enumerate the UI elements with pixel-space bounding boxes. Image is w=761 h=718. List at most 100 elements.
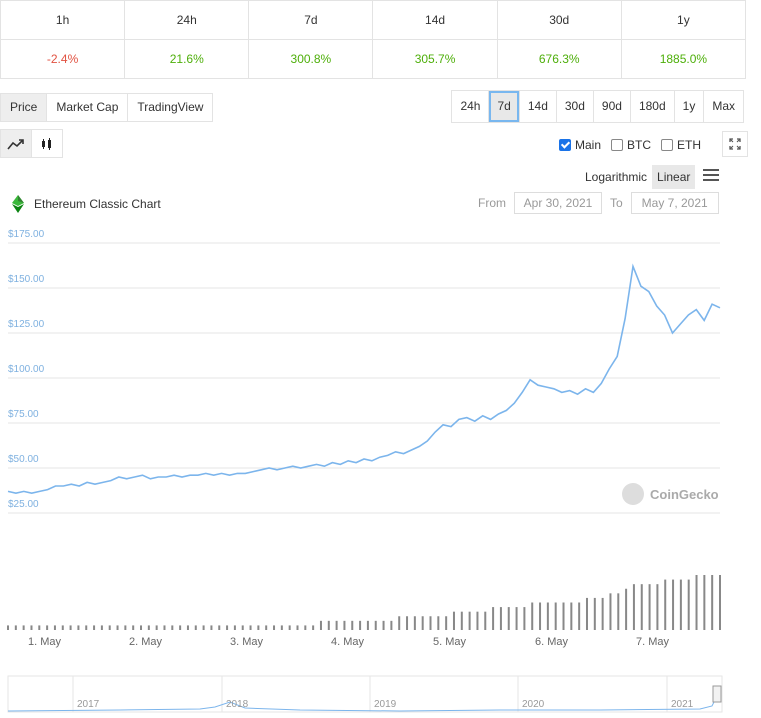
y-tick-label: $150.00 [8, 274, 45, 285]
volume-bar [171, 625, 174, 630]
volume-bar [30, 625, 33, 630]
x-tick-label: 5. May [433, 636, 467, 648]
volume-bar [719, 575, 721, 630]
volume-bar [648, 584, 651, 630]
volume-bar [179, 625, 182, 630]
compare-toggles: Main BTC ETH [559, 138, 701, 152]
volume-bar [429, 616, 432, 630]
x-tick-label: 4. May [331, 636, 365, 648]
linear-button[interactable]: Linear [652, 165, 696, 189]
range-180d[interactable]: 180d [631, 91, 675, 122]
volume-bar [280, 625, 283, 630]
volume-bar [492, 607, 495, 630]
change-header-1y: 1y [620, 0, 747, 40]
from-date-input[interactable]: Apr 30, 2021 [514, 192, 602, 214]
time-range-selector: 24h 7d 14d 30d 90d 180d 1y Max [451, 90, 744, 123]
change-value-14d: 305.7% [372, 39, 498, 79]
tab-market-cap[interactable]: Market Cap [47, 94, 129, 121]
volume-bar [632, 584, 635, 630]
volume-bar [351, 620, 354, 630]
volume-bar [507, 607, 510, 630]
x-tick-label: 7. May [636, 636, 670, 648]
volume-bar [679, 579, 682, 630]
volume-bar [147, 625, 150, 630]
x-tick-label: 3. May [230, 636, 264, 648]
chart-title-text: Ethereum Classic Chart [34, 197, 161, 211]
y-tick-label: $175.00 [8, 229, 45, 240]
volume-bar [398, 616, 401, 630]
volume-bar [531, 602, 534, 630]
volume-bar [61, 625, 64, 630]
range-14d[interactable]: 14d [520, 91, 557, 122]
y-tick-label: $125.00 [8, 319, 45, 330]
volume-bar [257, 625, 260, 630]
volume-bar [672, 579, 675, 630]
range-24h[interactable]: 24h [452, 91, 490, 122]
range-90d[interactable]: 90d [594, 91, 631, 122]
volume-bar [452, 611, 455, 630]
range-1y[interactable]: 1y [675, 91, 705, 122]
range-Max[interactable]: Max [712, 99, 735, 113]
volume-bar [241, 625, 244, 630]
candlestick-icon[interactable] [32, 130, 62, 157]
volume-bar [273, 625, 276, 630]
watermark-text: CoinGecko [650, 486, 719, 502]
price-line [7, 263, 721, 495]
to-label: To [610, 196, 623, 210]
volume-bar [499, 607, 502, 630]
change-value-7d: 300.8% [248, 39, 374, 79]
volume-bar [108, 625, 111, 630]
volume-bar [140, 625, 143, 630]
volume-bar [100, 625, 103, 630]
eth-checkbox[interactable]: ETH [661, 138, 701, 152]
change-value-1h: -2.4% [0, 39, 126, 79]
volume-bar [186, 625, 189, 630]
volume-bar [390, 620, 393, 630]
volume-bar [14, 625, 17, 630]
volume-bar [687, 579, 690, 630]
volume-bar [38, 625, 41, 630]
volume-bar [656, 584, 659, 630]
volume-bar [484, 611, 487, 630]
date-range: From Apr 30, 2021 To May 7, 2021 [478, 192, 719, 214]
main-checkbox[interactable]: Main [559, 138, 601, 152]
volume-bar [515, 607, 518, 630]
tab-price[interactable]: Price [1, 94, 48, 121]
hamburger-menu-icon[interactable] [703, 169, 719, 184]
volume-bar [312, 625, 315, 630]
btc-checkbox[interactable]: BTC [611, 138, 651, 152]
volume-bar [664, 579, 667, 630]
to-date-input[interactable]: May 7, 2021 [630, 192, 719, 214]
volume-bar [406, 616, 409, 630]
volume-bar [155, 625, 158, 630]
volume-bar [570, 602, 573, 630]
volume-bar [366, 620, 369, 630]
volume-bar [93, 625, 96, 630]
volume-bar [210, 625, 213, 630]
volume-bar [625, 588, 628, 630]
logarithmic-button[interactable]: Logarithmic [585, 170, 648, 184]
line-chart-icon[interactable] [1, 130, 32, 157]
change-header-1h: 1h [0, 0, 126, 40]
navigator-handle [712, 685, 722, 703]
volume-bar [374, 620, 377, 630]
navigator-year-label: 2019 [374, 699, 397, 710]
navigator-year-label: 2018 [226, 699, 249, 710]
price-change-table: 1h 24h 7d 14d 30d 1y -2.4% 21.6% 300.8% 305.7% 67… [0, 0, 747, 79]
volume-bar [578, 602, 581, 630]
volume-bar [226, 625, 229, 630]
fullscreen-icon[interactable] [722, 131, 748, 157]
range-30d[interactable]: 30d [557, 91, 594, 122]
volume-bar [546, 602, 549, 630]
volume-bar [539, 602, 542, 630]
navigator-frame [7, 675, 723, 713]
volume-bar [343, 620, 346, 630]
volume-bar [476, 611, 479, 630]
range-7d[interactable]: 7d [489, 91, 520, 122]
volume-bar [562, 602, 565, 630]
tab-tradingview[interactable]: TradingView [137, 100, 204, 114]
volume-bar [116, 625, 119, 630]
btc-label: BTC [627, 138, 652, 152]
scale-toggle: Logarithmic Linear [580, 165, 696, 189]
